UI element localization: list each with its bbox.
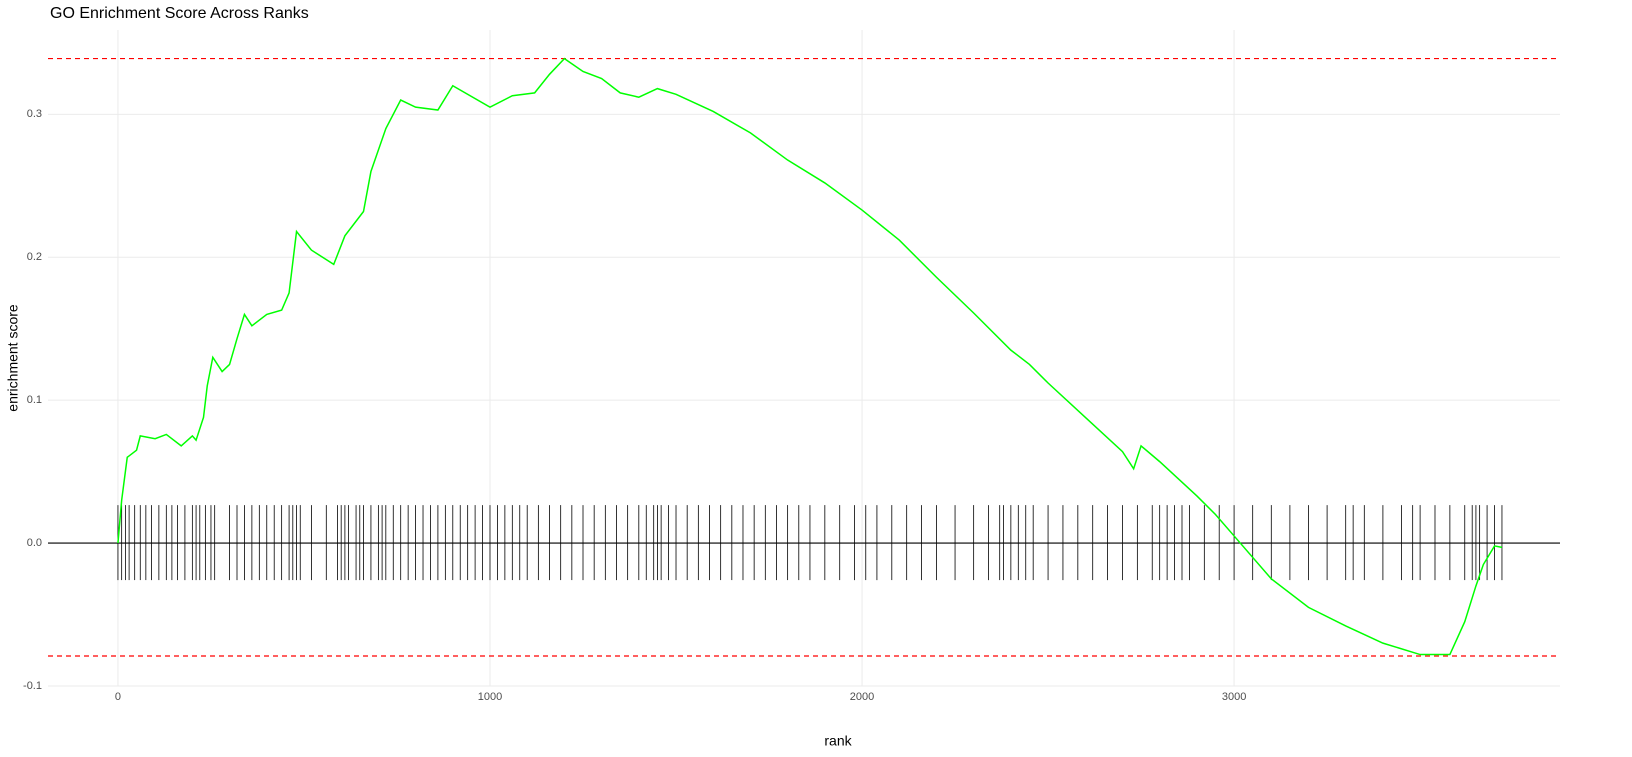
x-tick-label: 2000	[850, 691, 874, 703]
y-axis-title: enrichment score	[5, 304, 21, 412]
y-tick-label: 0.0	[27, 537, 42, 549]
y-tick-label: -0.1	[23, 680, 42, 692]
y-tick-label: 0.3	[27, 108, 42, 120]
chart-title: GO Enrichment Score Across Ranks	[50, 5, 309, 22]
x-tick-label: 1000	[478, 691, 502, 703]
x-axis-title: rank	[824, 733, 852, 749]
score-line	[117, 57, 1503, 656]
y-tick-label: 0.1	[27, 394, 42, 406]
x-tick-label: 3000	[1222, 691, 1246, 703]
y-tick-label: 0.2	[27, 251, 42, 263]
x-tick-label: 0	[115, 691, 121, 703]
